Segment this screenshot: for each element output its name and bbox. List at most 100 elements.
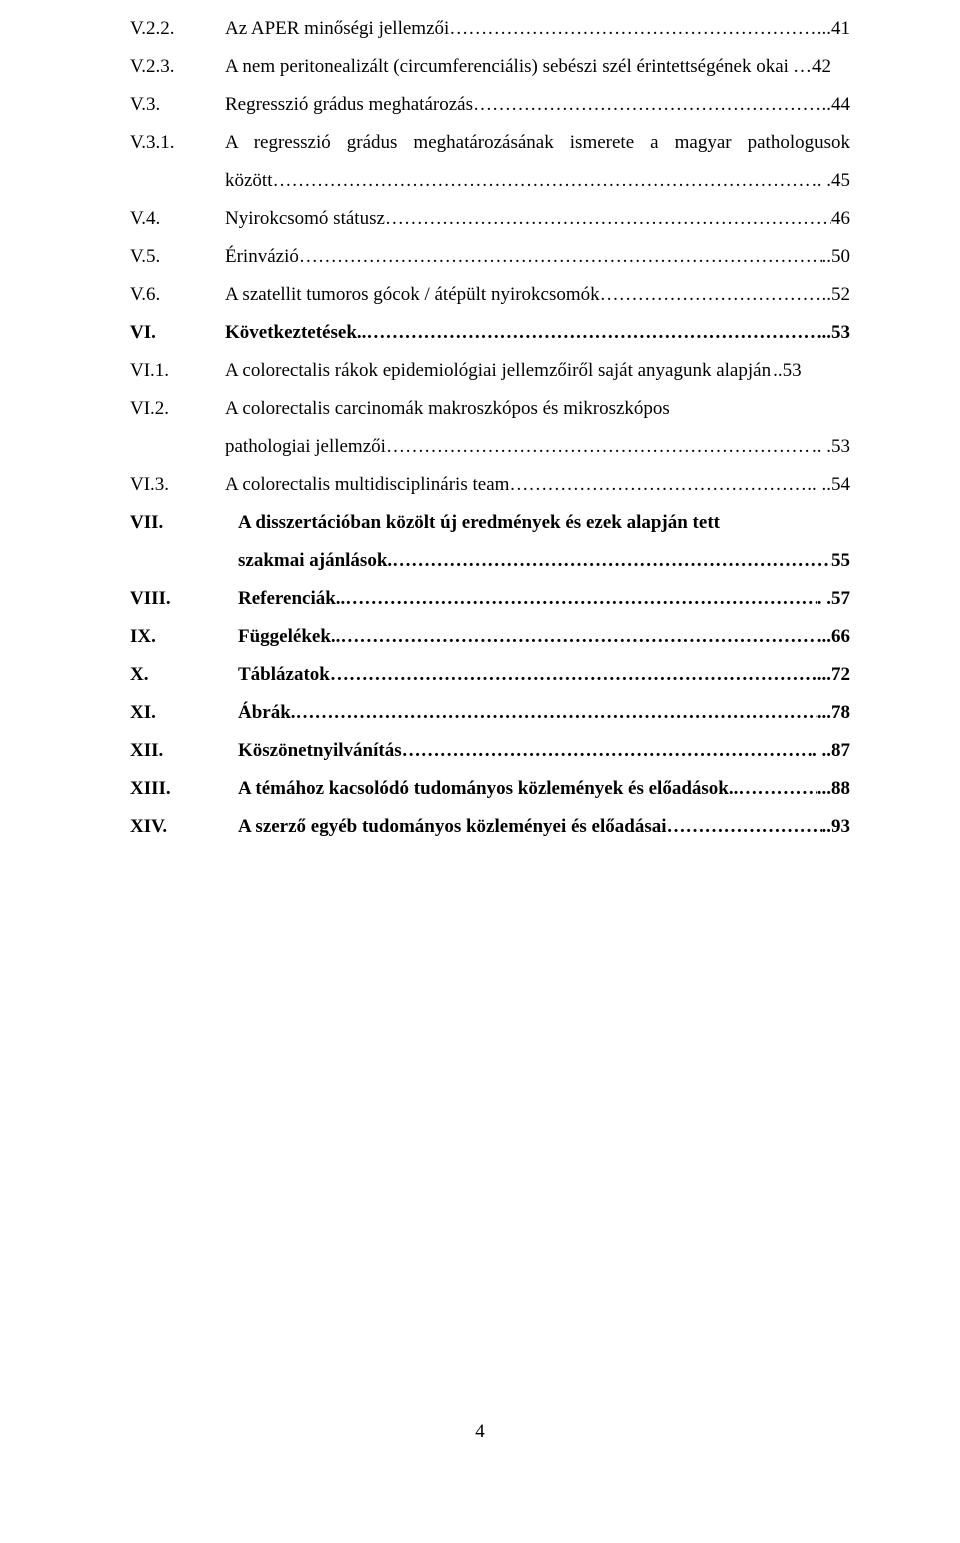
toc-number: XIII. bbox=[130, 770, 238, 808]
toc-text: A disszertációban közölt új eredmények é… bbox=[238, 504, 720, 542]
toc-page: ...72 bbox=[817, 656, 850, 694]
toc-entry: V.5.Érinvázió………………………………………………………………………… bbox=[130, 238, 850, 276]
toc-entry: VII.A disszertációban közölt új eredmény… bbox=[130, 504, 850, 542]
toc-entry: szakmai ajánlások.…………………………………………………………… bbox=[130, 542, 850, 580]
toc-text: Következtetések.. bbox=[225, 314, 366, 352]
toc-dots: …………………………………………………………………………………………………………… bbox=[392, 542, 831, 580]
toc-text: A colorectalis multidisciplináris team bbox=[225, 466, 509, 504]
toc-text: Nyirokcsomó státusz bbox=[225, 200, 385, 238]
toc-dots: …………………………………………………………………………………………………………… bbox=[386, 428, 812, 466]
toc-entry: IX.Függelékek..…………………………………………………………………… bbox=[130, 618, 850, 656]
toc-entry: XII.Köszönetnyilvánítás……………………………………………… bbox=[130, 732, 850, 770]
toc-entry: XIV.A szerző egyéb tudományos közleménye… bbox=[130, 808, 850, 846]
toc-dots: …………………………………………………………………………………………………………… bbox=[345, 580, 816, 618]
toc-page: .. .45 bbox=[812, 162, 850, 200]
toc-dots: …………………………………………………………………………………………………………… bbox=[299, 238, 822, 276]
toc-dots: …………………………………………………………………………………………………………… bbox=[600, 276, 822, 314]
toc-text: között bbox=[130, 162, 273, 200]
toc-dots: …………………………………………………………………………………………………………… bbox=[738, 770, 816, 808]
toc-entry: V.3.Regresszió grádus meghatározás………………… bbox=[130, 86, 850, 124]
toc-dots: …………………………………………………………………………………………………………… bbox=[385, 200, 831, 238]
toc-page: V.2.2.Az APER minőségi jellemzői……………………… bbox=[0, 0, 960, 846]
toc-entry: VIII.Referenciák..…………………………………………………………… bbox=[130, 580, 850, 618]
toc-text: A colorectalis carcinomák makroszkópos é… bbox=[225, 390, 670, 428]
toc-text: A colorectalis rákok epidemiológiai jell… bbox=[225, 352, 771, 390]
toc-number: XI. bbox=[130, 694, 238, 732]
toc-number: IX. bbox=[130, 618, 238, 656]
toc-dots: …………………………………………………………………………………………………………… bbox=[509, 466, 807, 504]
toc-entry: XIII.A témához kacsolódó tudományos közl… bbox=[130, 770, 850, 808]
toc-page: .. .53 bbox=[812, 428, 850, 466]
toc-text: Referenciák.. bbox=[238, 580, 345, 618]
toc-text: A témához kacsolódó tudományos közlemény… bbox=[238, 770, 738, 808]
toc-entry: X.Táblázatok…………………………………………………………………………… bbox=[130, 656, 850, 694]
toc-text: Az APER minőségi jellemzői bbox=[225, 10, 449, 48]
toc-text: pathologiai jellemzői bbox=[130, 428, 386, 466]
toc-number: VI.2. bbox=[130, 390, 225, 428]
toc-entry: V.6.A szatellit tumoros gócok / átépült … bbox=[130, 276, 850, 314]
toc-number: VII. bbox=[130, 504, 238, 542]
toc-number: X. bbox=[130, 656, 238, 694]
toc-page: ...66 bbox=[817, 618, 850, 656]
toc-text: Táblázatok bbox=[238, 656, 330, 694]
toc-page: ..50 bbox=[822, 238, 851, 276]
toc-list: V.2.2.Az APER minőségi jellemzői……………………… bbox=[130, 10, 850, 846]
toc-page: ...88 bbox=[817, 770, 850, 808]
toc-entry: V.3.1.A regresszió grádus meghatározásán… bbox=[130, 124, 850, 162]
page-number: 4 bbox=[0, 1421, 960, 1443]
toc-number: VI. bbox=[130, 314, 225, 352]
toc-number: V.2.3. bbox=[130, 48, 225, 86]
toc-entry: V.4.Nyirokcsomó státusz……………………………………………… bbox=[130, 200, 850, 238]
toc-page: ...41 bbox=[817, 10, 850, 48]
toc-entry: VI.3.A colorectalis multidisciplináris t… bbox=[130, 466, 850, 504]
toc-entry: között…………………………………………………………………………………………… bbox=[130, 162, 850, 200]
toc-text: A regresszió grádus meghatározásának ism… bbox=[225, 124, 850, 162]
toc-page: 55 bbox=[831, 542, 850, 580]
toc-page: …42 bbox=[793, 48, 831, 86]
toc-text: Ábrák. bbox=[238, 694, 296, 732]
toc-dots: …………………………………………………………………………………………………………… bbox=[296, 694, 817, 732]
toc-text: szakmai ajánlások. bbox=[130, 542, 392, 580]
toc-page: ..93 bbox=[822, 808, 851, 846]
toc-page: ..53 bbox=[773, 352, 802, 390]
toc-entry: VI.Következtetések..……………………………………………………… bbox=[130, 314, 850, 352]
toc-page: . ..87 bbox=[812, 732, 850, 770]
toc-number: XIV. bbox=[130, 808, 238, 846]
toc-dots: …………………………………………………………………………………………………………… bbox=[473, 86, 822, 124]
toc-dots: …………………………………………………………………………………………………………… bbox=[449, 10, 816, 48]
toc-number: V.2.2. bbox=[130, 10, 225, 48]
toc-entry: V.2.2.Az APER minőségi jellemzői……………………… bbox=[130, 10, 850, 48]
toc-text: Függelékek.. bbox=[238, 618, 340, 656]
toc-page: . .57 bbox=[817, 580, 850, 618]
toc-page: ..44 bbox=[822, 86, 851, 124]
toc-number: V.6. bbox=[130, 276, 225, 314]
toc-dots: …………………………………………………………………………………………………………… bbox=[330, 656, 817, 694]
toc-dots: …………………………………………………………………………………………………………… bbox=[667, 808, 822, 846]
toc-text: A nem peritonealizált (circumferenciális… bbox=[225, 48, 789, 86]
toc-entry: VI.1.A colorectalis rákok epidemiológiai… bbox=[130, 352, 850, 390]
toc-number: V.3. bbox=[130, 86, 225, 124]
toc-page: ...53 bbox=[817, 314, 850, 352]
toc-entry: pathologiai jellemzői…………………………………………………… bbox=[130, 428, 850, 466]
toc-dots: …………………………………………………………………………………………………………… bbox=[273, 162, 813, 200]
toc-number: V.3.1. bbox=[130, 124, 225, 162]
toc-entry: V.2.3.A nem peritonealizált (circumferen… bbox=[130, 48, 850, 86]
toc-number: V.4. bbox=[130, 200, 225, 238]
toc-dots: …………………………………………………………………………………………………………… bbox=[402, 732, 812, 770]
toc-text: Köszönetnyilvánítás bbox=[238, 732, 402, 770]
toc-dots: …………………………………………………………………………………………………………… bbox=[366, 314, 816, 352]
toc-text: Érinvázió bbox=[225, 238, 299, 276]
toc-number: VI.3. bbox=[130, 466, 225, 504]
toc-text: Regresszió grádus meghatározás bbox=[225, 86, 473, 124]
toc-number: V.5. bbox=[130, 238, 225, 276]
toc-text: A szerző egyéb tudományos közleményei és… bbox=[238, 808, 667, 846]
toc-number: VI.1. bbox=[130, 352, 225, 390]
toc-number: VIII. bbox=[130, 580, 238, 618]
toc-number: XII. bbox=[130, 732, 238, 770]
toc-entry: XI.Ábrák.…………………………………………………………………………………… bbox=[130, 694, 850, 732]
toc-page: ..52 bbox=[822, 276, 851, 314]
toc-page: 46 bbox=[831, 200, 850, 238]
toc-text: A szatellit tumoros gócok / átépült nyir… bbox=[225, 276, 600, 314]
toc-page: ...78 bbox=[817, 694, 850, 732]
toc-dots: …………………………………………………………………………………………………………… bbox=[340, 618, 816, 656]
